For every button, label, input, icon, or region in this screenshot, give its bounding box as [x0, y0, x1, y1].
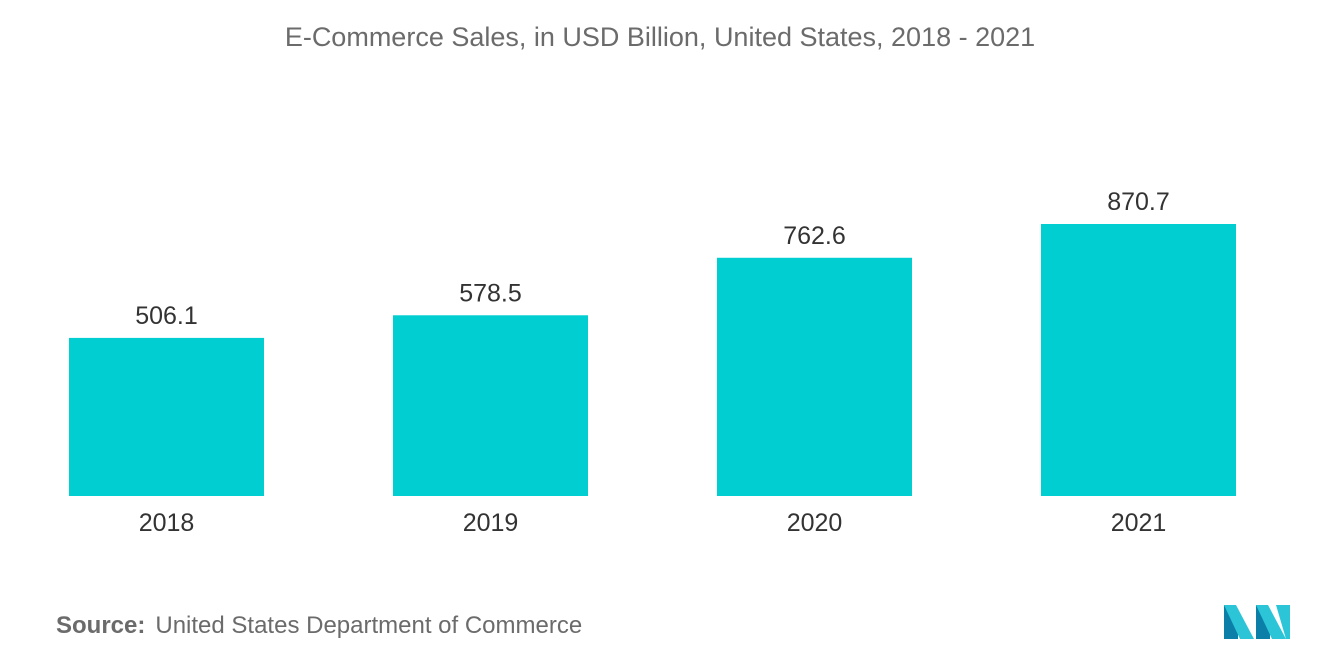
bar-2018: [69, 337, 264, 496]
source-text: United States Department of Commerce: [155, 612, 583, 639]
bar-2019: [393, 315, 588, 496]
bar-chart: 506.1 2018 578.5 2019 762.6 2020 870.7 2021: [69, 188, 1236, 537]
x-tick-label-2018: 2018: [139, 509, 195, 537]
x-tick-label-2020: 2020: [787, 509, 843, 537]
data-label-2019: 578.5: [459, 279, 522, 307]
source-note: Source: United States Department of Comme…: [56, 612, 582, 640]
source-label: Source:: [56, 612, 146, 639]
x-tick-label-2019: 2019: [463, 509, 519, 537]
bar-2021: [1041, 224, 1236, 496]
brand-logo: [1224, 605, 1290, 639]
bars: 506.1 2018 578.5 2019 762.6 2020 870.7 2021: [69, 188, 1236, 537]
x-tick-label-2021: 2021: [1111, 509, 1167, 537]
data-label-2020: 762.6: [783, 222, 846, 250]
bar-2020: [717, 257, 912, 496]
data-label-2018: 506.1: [135, 302, 198, 330]
chart-title: E-Commerce Sales, in USD Billion, United…: [284, 22, 1036, 52]
data-label-2021: 870.7: [1107, 188, 1170, 216]
